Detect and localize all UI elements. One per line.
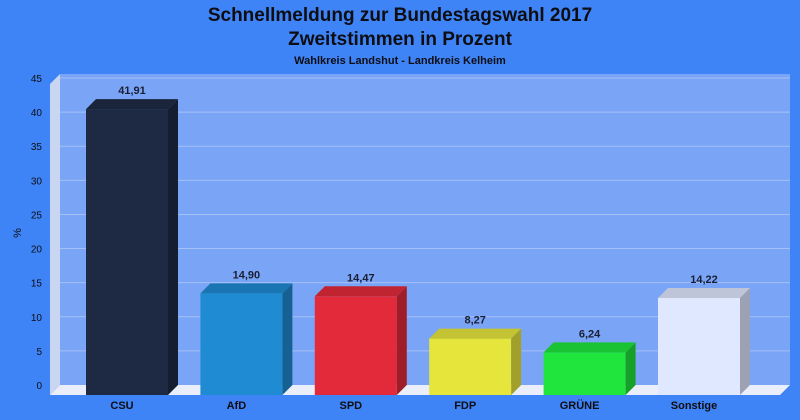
y-tick-label: 20 bbox=[31, 245, 43, 256]
x-tick-label: AfD bbox=[227, 400, 247, 412]
data-label: 6,24 bbox=[579, 328, 601, 340]
bar-side bbox=[511, 328, 522, 395]
data-label: 14,47 bbox=[347, 272, 375, 284]
y-tick-label: 25 bbox=[31, 210, 43, 221]
y-tick-label: 5 bbox=[36, 347, 42, 358]
y-axis-label: % bbox=[12, 228, 24, 238]
y-tick-label: 10 bbox=[31, 313, 43, 324]
bar-side bbox=[625, 342, 636, 395]
bar-csu bbox=[86, 109, 168, 396]
data-label: 14,90 bbox=[233, 269, 261, 281]
bar-top bbox=[543, 342, 636, 353]
data-label: 14,22 bbox=[690, 274, 718, 286]
plot-area: 0 5 10 15 20 25 30 35 40 45 41,91 CSU 14,90 AfD 14,47 S… bbox=[31, 74, 790, 412]
data-label: 41,91 bbox=[118, 85, 146, 97]
chart-title: Schnellmeldung zur Bundestagswahl 2017 bbox=[208, 5, 592, 26]
bar-afd bbox=[200, 293, 283, 395]
y-tick-label: 45 bbox=[31, 74, 43, 85]
y-tick-label: 30 bbox=[31, 176, 43, 187]
y-tick-label: 40 bbox=[31, 108, 43, 119]
x-tick-label: SPD bbox=[339, 400, 362, 412]
bar-top bbox=[86, 99, 178, 110]
x-tick-label: GRÜNE bbox=[560, 399, 600, 412]
x-tick-label: CSU bbox=[110, 400, 133, 412]
x-tick-label: Sonstige bbox=[671, 400, 717, 412]
x-tick-label: FDP bbox=[454, 400, 476, 412]
bar-sonstige bbox=[658, 297, 740, 395]
y-tick-label: 0 bbox=[36, 381, 42, 392]
data-label: 8,27 bbox=[464, 315, 485, 327]
bar-top bbox=[314, 286, 407, 297]
chart-title-line2: Zweitstimmen in Prozent bbox=[288, 29, 512, 50]
bar-spd bbox=[314, 296, 397, 395]
bar-grüne bbox=[543, 352, 626, 395]
bar-side bbox=[396, 286, 407, 395]
bar-fdp bbox=[429, 338, 512, 395]
bar-top bbox=[429, 328, 522, 339]
bar-side bbox=[740, 287, 750, 395]
bar-top bbox=[658, 287, 750, 298]
chart-subtitle: Wahlkreis Landshut - Landkreis Kelheim bbox=[294, 55, 506, 67]
plot-side-wall bbox=[50, 74, 60, 395]
bar-side bbox=[168, 99, 178, 396]
bar-side bbox=[282, 283, 293, 395]
bar-top bbox=[200, 283, 293, 294]
y-tick-label: 35 bbox=[31, 142, 43, 153]
y-tick-label: 15 bbox=[31, 279, 43, 290]
